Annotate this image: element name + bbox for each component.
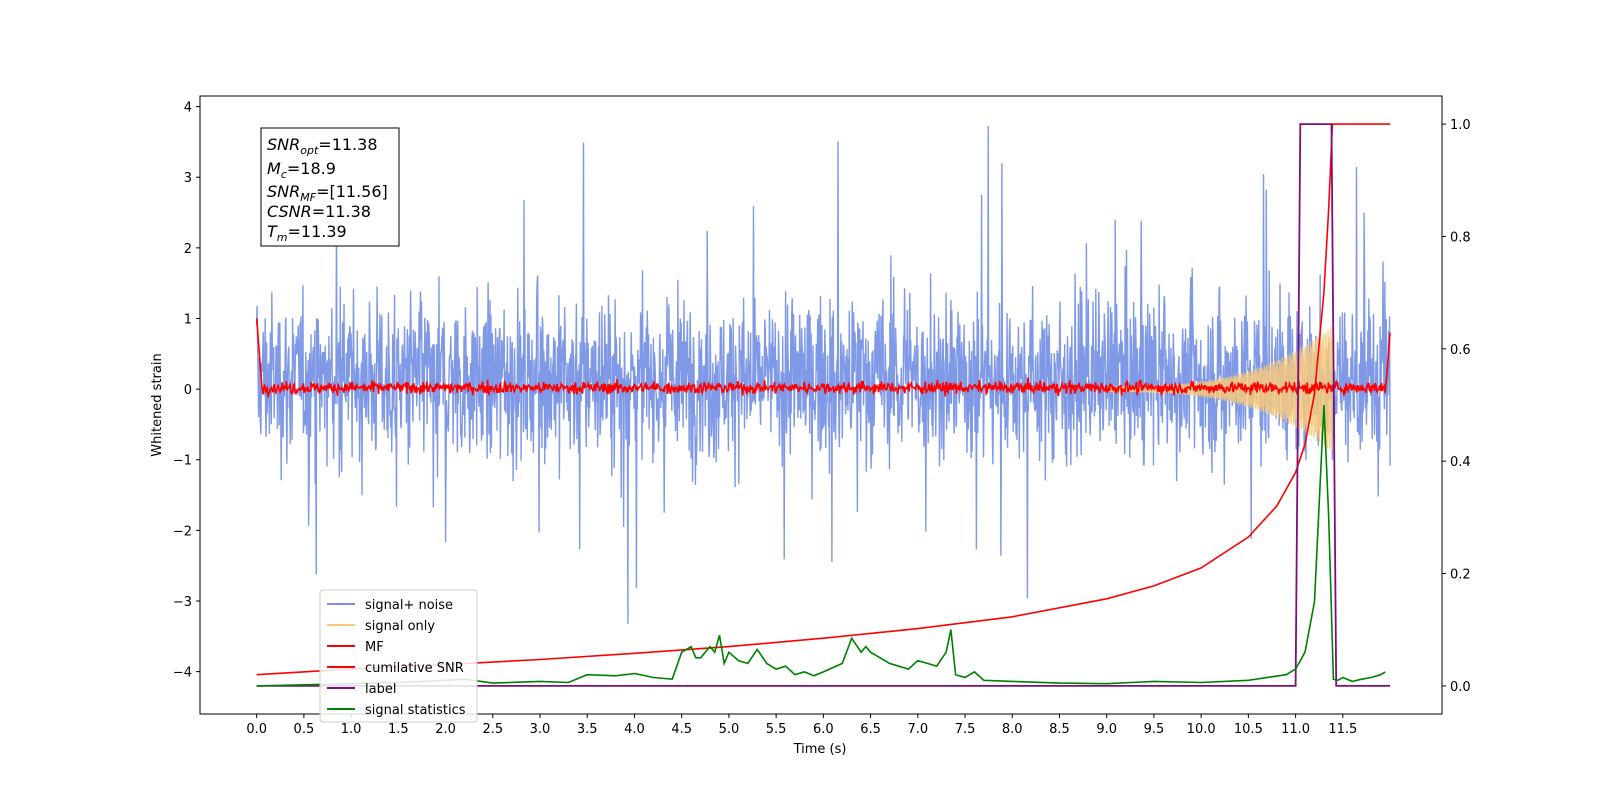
- info-tm: Tm=11.39: [267, 222, 347, 244]
- x-tick-label: 10.5: [1234, 722, 1263, 737]
- y2-tick-label: 0.8: [1450, 230, 1471, 245]
- x-tick-label: 0.5: [294, 722, 315, 737]
- series-signal-statistics: [256, 404, 1386, 687]
- series-cumilative-snr: [256, 123, 1391, 676]
- y-axis-label: Whitened strain: [150, 353, 165, 456]
- series-signal-plus-noise: [256, 125, 1391, 624]
- y2-tick-label: 0.4: [1450, 455, 1471, 470]
- x-tick-label: 7.0: [907, 722, 928, 737]
- series-label: [256, 123, 1391, 687]
- x-tick-label: 10.0: [1187, 722, 1216, 737]
- x-tick-label: 8.5: [1049, 722, 1070, 737]
- x-tick-label: 3.0: [530, 722, 551, 737]
- y-tick-label: −2: [173, 524, 192, 539]
- y-tick-label: 2: [184, 242, 192, 257]
- x-tick-label: 8.0: [1002, 722, 1023, 737]
- y2-tick-label: 1.0: [1450, 118, 1471, 133]
- legend-label: signal+ noise: [365, 598, 453, 613]
- x-tick-label: 11.0: [1281, 722, 1310, 737]
- info-snr-opt: SNRopt=11.38: [267, 135, 378, 157]
- x-axis: 0.0 0.5 1.0 1.5 2.0 2.5 3.0 3.5 4.0 4.5 5.0 5.5 6.0 6…: [246, 714, 1357, 737]
- y-tick-label: 1: [184, 312, 192, 327]
- y-axis-left: 4 3 2 1 0 −1 −2 −3 −4: [173, 101, 200, 681]
- legend: signal+ noise signal only MF cumilative SNR…: [319, 589, 478, 723]
- y-tick-label: 4: [184, 101, 192, 116]
- info-mc: Mc=18.9: [267, 159, 336, 181]
- series-signal-only: [1106, 326, 1334, 452]
- x-axis-label: Time (s): [793, 742, 847, 757]
- info-box-frame: [260, 127, 400, 247]
- x-tick-label: 5.0: [719, 722, 740, 737]
- x-tick-label: 6.0: [813, 722, 834, 737]
- y-tick-label: 3: [184, 171, 192, 186]
- legend-label: MF: [365, 640, 384, 655]
- x-tick-label: 5.5: [766, 722, 787, 737]
- x-tick-label: 3.5: [577, 722, 598, 737]
- x-tick-label: 9.0: [1096, 722, 1117, 737]
- plot-frame: [199, 95, 1443, 715]
- x-tick-label: 4.0: [624, 722, 645, 737]
- x-tick-label: 2.0: [435, 722, 456, 737]
- x-tick-label: 9.5: [1144, 722, 1165, 737]
- info-csnr: CSNR=11.38: [267, 202, 371, 221]
- legend-label: signal statistics: [365, 703, 466, 718]
- legend-label: signal only: [365, 619, 435, 634]
- y-tick-label: −3: [173, 595, 192, 610]
- x-tick-label: 6.5: [860, 722, 881, 737]
- x-tick-label: 7.5: [955, 722, 976, 737]
- legend-label: label: [365, 682, 396, 697]
- y2-tick-label: 0.6: [1450, 343, 1471, 358]
- y-tick-label: 0: [184, 383, 192, 398]
- legend-frame: [319, 589, 478, 723]
- y-tick-label: −4: [173, 666, 192, 681]
- series-layer: [255, 123, 1391, 687]
- legend-label: cumilative SNR: [365, 661, 464, 676]
- series-mf: [255, 318, 1391, 398]
- x-tick-label: 0.0: [246, 722, 267, 737]
- x-tick-label: 11.5: [1328, 722, 1357, 737]
- y-tick-label: −1: [173, 454, 192, 469]
- x-tick-label: 1.5: [388, 722, 409, 737]
- y2-tick-label: 0.0: [1450, 680, 1471, 695]
- x-tick-label: 4.5: [671, 722, 692, 737]
- info-box: SNRopt=11.38 Mc=18.9 SNRMF=[11.56] CSNR=…: [260, 127, 400, 247]
- y2-tick-label: 0.2: [1450, 568, 1471, 583]
- y-axis-right: 1.0 0.8 0.6 0.4 0.2 0.0: [1442, 118, 1471, 695]
- x-tick-label: 2.5: [482, 722, 503, 737]
- info-snr-mf: SNRMF=[11.56]: [267, 182, 388, 204]
- x-tick-label: 1.0: [341, 722, 362, 737]
